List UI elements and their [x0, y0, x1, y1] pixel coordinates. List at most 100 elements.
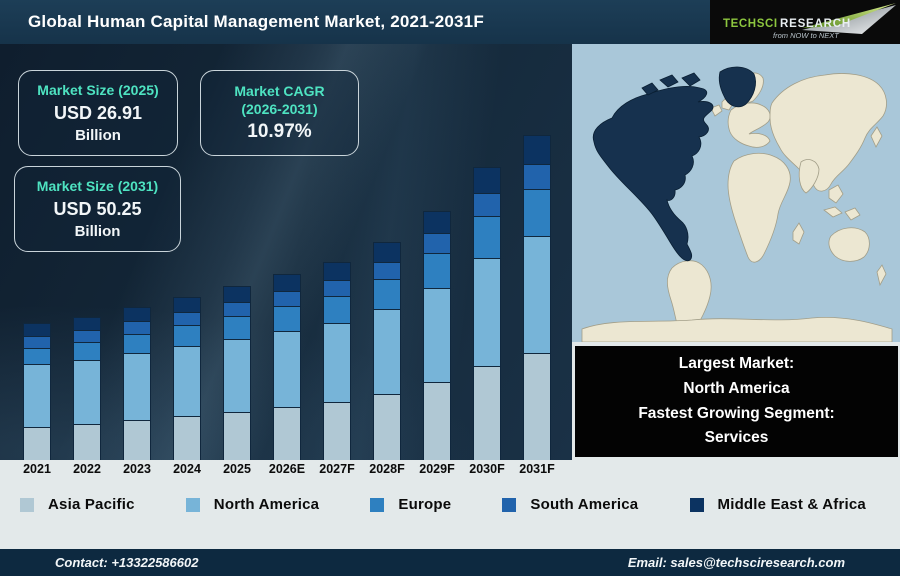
- market-size-2031-title: Market Size (2031): [36, 178, 159, 195]
- market-cagr-value: 10.97%: [247, 121, 312, 142]
- bar-segment-europe: [423, 253, 451, 288]
- bar-segment-north-america: [223, 339, 251, 412]
- bar-segment-middle-east-africa: [373, 242, 401, 262]
- market-size-2031-value: USD 50.25: [53, 198, 142, 219]
- x-tick-2026e: 2026E: [268, 462, 306, 476]
- bar-segment-middle-east-africa: [423, 211, 451, 233]
- bars: [0, 44, 572, 460]
- legend-item-europe: Europe: [370, 496, 451, 513]
- x-tick-2025: 2025: [223, 462, 251, 476]
- contact-phone: Contact: +13322586602: [55, 555, 199, 570]
- map-antarctica: [581, 317, 893, 342]
- x-tick-2028f: 2028F: [369, 462, 405, 476]
- market-size-2025-box: Market Size (2025) USD 26.91 Billion: [18, 70, 178, 156]
- map-madagascar: [792, 222, 805, 245]
- map-india: [798, 159, 820, 194]
- market-size-2031-box: Market Size (2031) USD 50.25 Billion: [14, 166, 181, 252]
- market-cagr-title-line2: (2026-2031): [241, 100, 318, 117]
- bar-segment-asia-pacific: [223, 412, 251, 460]
- bar-segment-south-america: [373, 262, 401, 279]
- bar-segment-middle-east-africa: [173, 297, 201, 312]
- x-tick-2031f: 2031F: [519, 462, 555, 476]
- header-bar: Global Human Capital Management Market, …: [0, 0, 900, 44]
- caption-fastest-segment-value: Services: [704, 429, 769, 447]
- map-canadian-islands: [641, 72, 701, 96]
- bar-2031f: [523, 135, 551, 460]
- map-africa: [727, 152, 791, 263]
- legend-swatch-south-america: [502, 497, 517, 512]
- market-caption-box: Largest Market: North America Fastest Gr…: [575, 346, 898, 457]
- market-size-2025-unit: Billion: [75, 126, 121, 144]
- map-japan: [870, 126, 883, 148]
- legend-label-north-america: North America: [213, 496, 320, 513]
- legend-label-south-america: South America: [530, 496, 639, 513]
- bar-2025: [223, 286, 251, 460]
- bar-segment-europe: [323, 296, 351, 323]
- bar-segment-europe: [223, 316, 251, 339]
- bar-segment-middle-east-africa: [123, 307, 151, 321]
- bar-segment-south-america: [273, 291, 301, 306]
- bar-segment-north-america: [73, 360, 101, 424]
- legend: Asia Pacific North America Europe South Ame…: [0, 496, 900, 513]
- caption-largest-market-value: North America: [683, 379, 790, 397]
- bar-2024: [173, 297, 201, 460]
- bar-segment-europe: [173, 325, 201, 346]
- bar-segment-north-america: [423, 288, 451, 382]
- bar-segment-middle-east-africa: [473, 167, 501, 193]
- bar-segment-south-america: [473, 193, 501, 216]
- x-tick-2021: 2021: [23, 462, 51, 476]
- logo-brand-secondary: RESEARCH: [780, 18, 851, 30]
- legend-item-south-america: South America: [502, 496, 638, 513]
- legend-swatch-europe: [370, 497, 385, 512]
- bar-segment-north-america: [23, 364, 51, 427]
- bar-segment-middle-east-africa: [323, 262, 351, 280]
- market-size-2025-title: Market Size (2025): [37, 82, 159, 99]
- bar-segment-europe: [373, 279, 401, 309]
- bar-segment-europe: [23, 348, 51, 364]
- x-tick-2024: 2024: [173, 462, 201, 476]
- footer-bar: Contact: +13322586602 Email: sales@techs…: [0, 549, 900, 576]
- caption-largest-market-label: Largest Market:: [678, 354, 795, 372]
- bar-segment-north-america: [523, 236, 551, 353]
- bar-segment-south-america: [523, 164, 551, 189]
- bar-segment-europe: [123, 334, 151, 353]
- bar-2027f: [323, 262, 351, 460]
- map-north-america: [592, 86, 714, 262]
- map-indonesia: [823, 206, 861, 221]
- bar-2023: [123, 307, 151, 460]
- bar-2026e: [273, 274, 301, 460]
- bar-segment-asia-pacific: [423, 382, 451, 460]
- contact-email: Email: sales@techsciresearch.com: [627, 555, 845, 570]
- bar-segment-middle-east-africa: [73, 317, 101, 330]
- market-size-2025-value: USD 26.91: [53, 102, 143, 123]
- bar-segment-europe: [523, 189, 551, 236]
- x-axis: 2021 2022 2023 2024 2025 2026E 2027F 2028F 2029F…: [0, 462, 572, 480]
- world-map-graphic: [572, 44, 900, 342]
- bar-segment-north-america: [373, 309, 401, 394]
- chart-panel: Market Size (2025) USD 26.91 Billion Mar…: [0, 44, 572, 460]
- bar-segment-asia-pacific: [123, 420, 151, 460]
- bar-segment-asia-pacific: [523, 353, 551, 460]
- legend-swatch-middle-east-africa: [689, 497, 704, 512]
- bar-segment-north-america: [473, 258, 501, 366]
- legend-label-middle-east-africa: Middle East & Africa: [717, 496, 866, 513]
- bar-segment-north-america: [323, 323, 351, 402]
- bar-2022: [73, 317, 101, 460]
- bar-segment-asia-pacific: [173, 416, 201, 460]
- market-cagr-title: Market CAGR (2026-2031): [201, 83, 358, 118]
- bar-segment-europe: [73, 342, 101, 360]
- bar-segment-north-america: [173, 346, 201, 416]
- bar-segment-asia-pacific: [323, 402, 351, 460]
- x-tick-2023: 2023: [123, 462, 151, 476]
- bar-2029f: [423, 211, 451, 460]
- legend-item-asia-pacific: Asia Pacific: [20, 496, 135, 513]
- caption-fastest-segment-label: Fastest Growing Segment:: [638, 404, 835, 422]
- page-title: Global Human Capital Management Market, …: [28, 12, 484, 31]
- market-cagr-box: Market CAGR (2026-2031) 10.97%: [200, 70, 359, 156]
- bar-segment-middle-east-africa: [223, 286, 251, 302]
- x-tick-2030f: 2030F: [469, 462, 505, 476]
- map-southeast-asia: [828, 184, 844, 204]
- bar-segment-asia-pacific: [473, 366, 501, 460]
- techsci-logo: TECHSCI RESEARCH from NOW to NEXT: [710, 0, 900, 44]
